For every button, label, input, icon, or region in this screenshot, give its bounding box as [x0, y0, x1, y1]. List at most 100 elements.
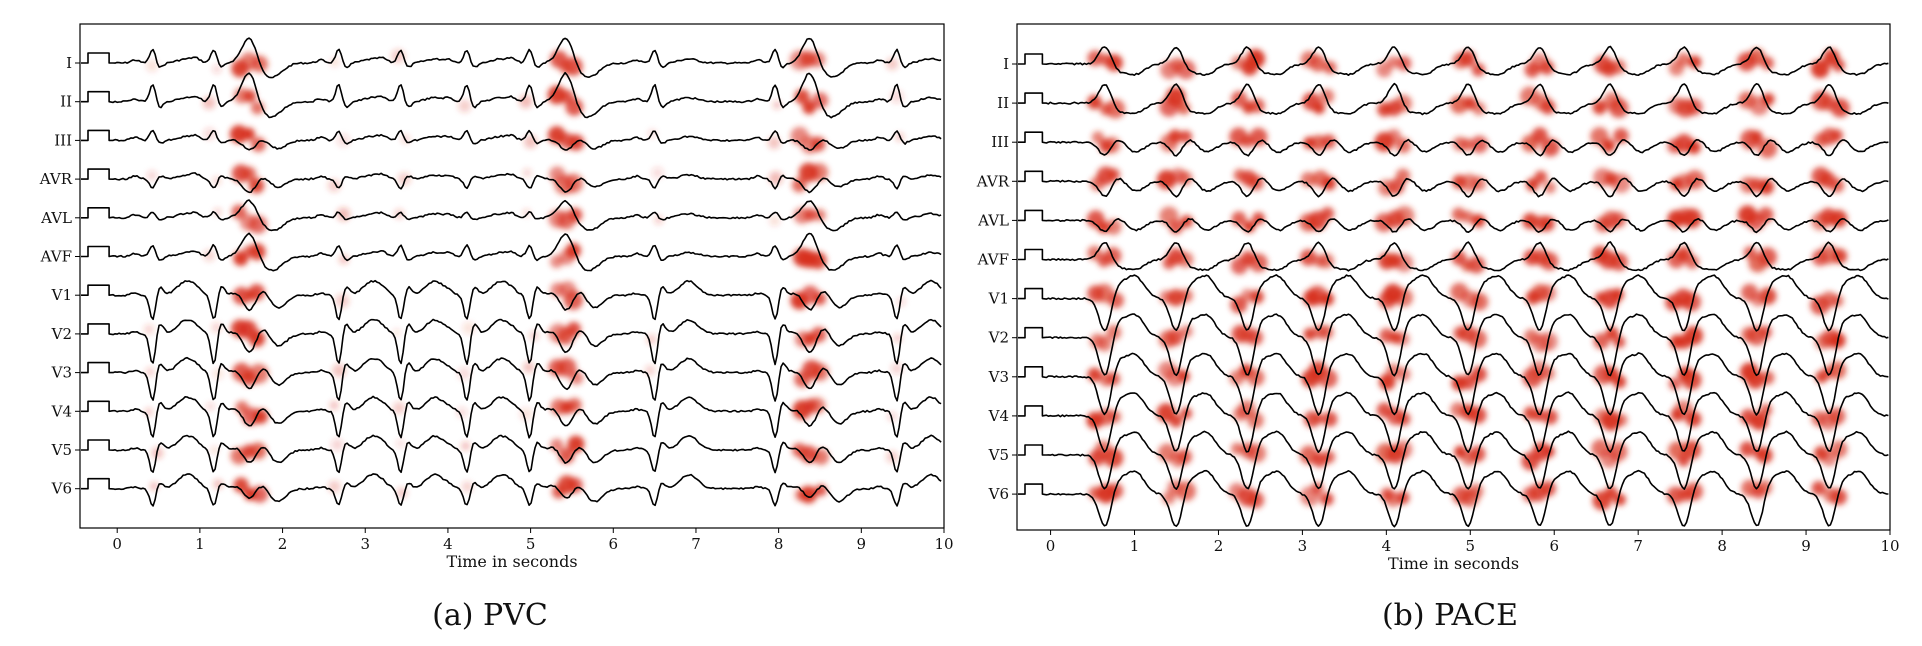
- x-tick-label: 1: [1130, 537, 1140, 555]
- relevance-highlight: [395, 439, 405, 449]
- lead-label: AVL: [977, 211, 1009, 229]
- relevance-highlight: [1249, 127, 1268, 147]
- relevance-highlight: [523, 361, 535, 373]
- relevance-highlight: [1756, 479, 1773, 496]
- lead-label: II: [60, 93, 72, 111]
- relevance-highlight: [654, 215, 664, 225]
- relevance-highlight: [651, 166, 664, 179]
- relevance-highlight: [1318, 253, 1334, 269]
- relevance-highlight: [802, 100, 816, 115]
- relevance-highlight: [1686, 140, 1701, 155]
- lead-label: V2: [988, 329, 1009, 347]
- relevance-highlight: [329, 400, 339, 410]
- relevance-highlight: [327, 179, 341, 192]
- ecg-traces: [1018, 45, 1889, 528]
- relevance-highlight: [1601, 139, 1616, 153]
- lead-label: V3: [51, 364, 72, 382]
- panel-caption: (b) PACE: [1382, 598, 1518, 633]
- x-tick-label: 1: [195, 535, 205, 553]
- relevance-highlight: [331, 438, 344, 451]
- relevance-highlight: [1828, 407, 1846, 425]
- relevance-highlight: [1542, 409, 1558, 425]
- relevance-highlight: [1759, 287, 1777, 305]
- x-tick-label: 5: [526, 535, 536, 553]
- relevance-highlight: [248, 283, 265, 301]
- x-tick-label: 2: [1214, 537, 1224, 555]
- relevance-highlight: [1107, 168, 1121, 182]
- relevance-highlights: [1086, 48, 1850, 511]
- relevance-highlights: [143, 49, 906, 504]
- relevance-highlight: [1177, 170, 1193, 186]
- lead-label: V4: [51, 402, 72, 420]
- x-tick-label: 2: [278, 535, 288, 553]
- ecg-trace-avl: [1018, 209, 1889, 234]
- lead-label: AVL: [40, 209, 72, 227]
- relevance-highlight: [1542, 445, 1555, 458]
- relevance-highlight: [229, 125, 248, 144]
- relevance-highlight: [397, 172, 411, 186]
- lead-label: AVF: [40, 248, 72, 266]
- relevance-highlight: [1757, 247, 1778, 267]
- ecg-trace-iii: [81, 129, 942, 151]
- relevance-highlight: [1311, 412, 1324, 425]
- ecg-trace-avl: [81, 199, 942, 232]
- relevance-highlight: [1681, 370, 1702, 390]
- relevance-highlight: [1393, 440, 1413, 459]
- relevance-highlight: [1756, 447, 1773, 464]
- relevance-highlight: [338, 254, 349, 265]
- relevance-highlight: [1592, 100, 1607, 115]
- x-tick-label: 8: [774, 535, 784, 553]
- x-tick-label: 9: [1801, 537, 1811, 555]
- relevance-highlight: [1739, 441, 1755, 457]
- relevance-highlight: [1830, 440, 1848, 458]
- relevance-highlight: [1230, 90, 1248, 108]
- relevance-highlight: [248, 243, 266, 261]
- x-tick-label: 10: [1880, 537, 1899, 555]
- relevance-highlight: [566, 321, 581, 337]
- relevance-highlight: [1534, 170, 1548, 184]
- lead-label: V1: [988, 290, 1009, 308]
- relevance-highlight: [329, 57, 340, 68]
- relevance-highlight: [1169, 414, 1183, 428]
- relevance-highlight: [1312, 101, 1326, 115]
- lead-label: AVR: [39, 170, 73, 188]
- relevance-highlight: [1461, 210, 1475, 223]
- ecg-trace-i: [81, 37, 942, 79]
- relevance-highlight: [1320, 206, 1335, 221]
- relevance-highlight: [248, 215, 268, 234]
- relevance-highlight: [1321, 450, 1336, 464]
- plot-frame: [79, 23, 945, 529]
- relevance-highlight: [1685, 411, 1702, 427]
- relevance-highlight: [557, 357, 577, 378]
- ecg-trace-v1: [1018, 274, 1889, 332]
- x-tick-label: 10: [934, 535, 953, 553]
- lead-label: I: [1003, 55, 1009, 73]
- relevance-highlight: [336, 207, 351, 222]
- relevance-highlight: [1386, 55, 1400, 69]
- relevance-highlight: [1610, 59, 1626, 75]
- lead-label: V3: [988, 368, 1009, 386]
- relevance-highlight: [1540, 99, 1556, 115]
- lead-label: V1: [51, 286, 72, 304]
- relevance-highlight: [1106, 324, 1122, 340]
- x-tick-label: 3: [1298, 537, 1308, 555]
- relevance-highlight: [1246, 368, 1265, 387]
- relevance-highlight: [808, 397, 826, 414]
- lead-label: V5: [51, 441, 72, 459]
- relevance-highlight: [202, 96, 216, 110]
- relevance-highlight: [1467, 255, 1486, 274]
- lead-label: III: [54, 131, 72, 149]
- relevance-highlight: [1746, 370, 1765, 389]
- ecg-trace-v4: [1018, 391, 1889, 453]
- relevance-highlight: [1248, 174, 1264, 191]
- relevance-highlight: [203, 127, 216, 140]
- lead-label: V6: [988, 485, 1009, 503]
- relevance-highlight: [1386, 128, 1402, 144]
- ecg-trace-avf: [1018, 241, 1889, 272]
- ecg-trace-avr: [81, 168, 942, 194]
- ecg-trace-ii: [1018, 82, 1889, 116]
- relevance-highlight: [1614, 413, 1628, 427]
